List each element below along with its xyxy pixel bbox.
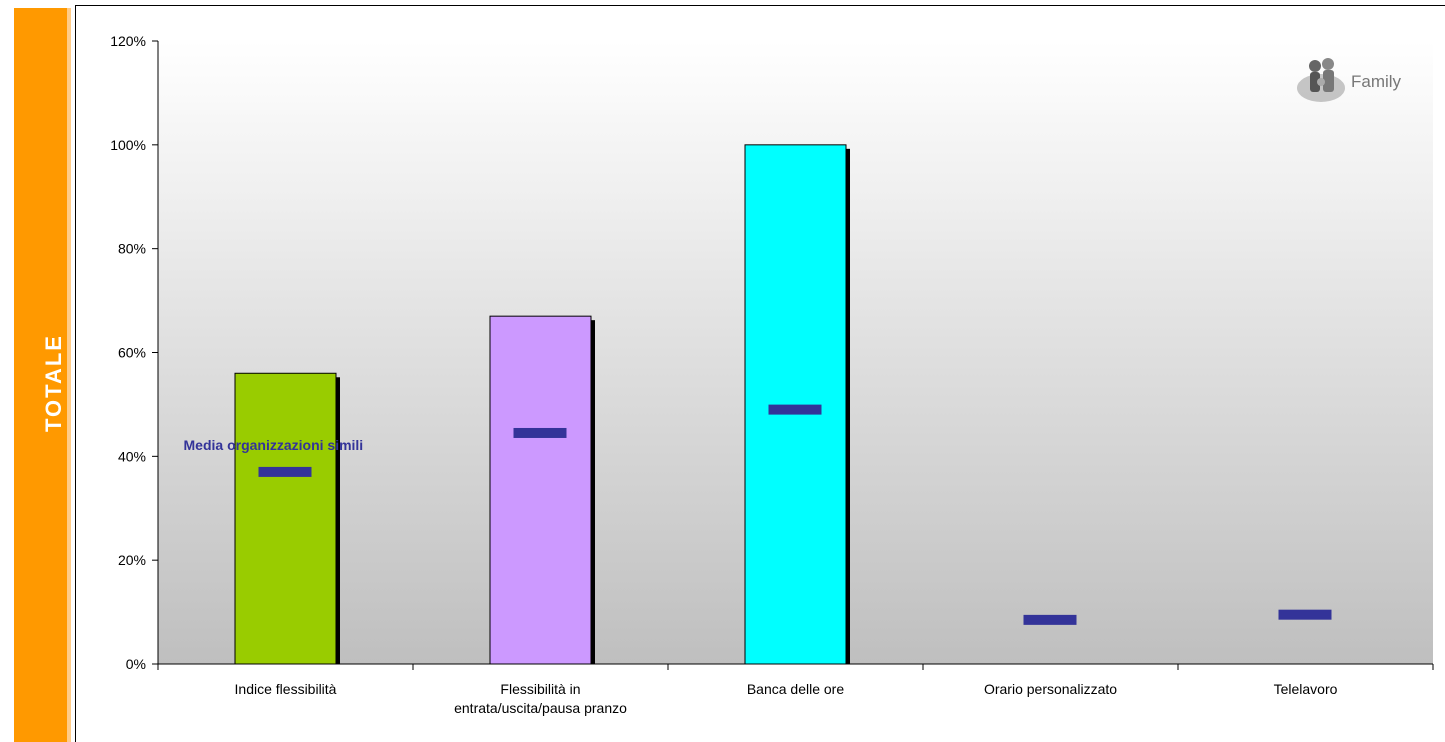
category-label: Banca delle ore <box>747 681 845 697</box>
average-marker <box>513 427 567 438</box>
family-figures-icon <box>1297 58 1345 102</box>
average-marker <box>1278 609 1332 620</box>
y-tick-label: 0% <box>126 656 146 672</box>
y-tick-label: 80% <box>118 241 146 257</box>
bar <box>489 315 592 665</box>
bar <box>234 372 337 665</box>
category-label: Orario personalizzato <box>984 681 1117 697</box>
average-annotation: Media organizzazioni simili <box>184 437 364 453</box>
family-logo: Family <box>1295 52 1425 110</box>
side-band: TOTALE <box>14 8 71 742</box>
category-label: Telelavoro <box>1274 681 1338 697</box>
logo-text: Family <box>1351 72 1402 91</box>
average-marker <box>768 404 822 415</box>
chart-frame <box>75 5 1445 742</box>
average-marker <box>258 466 312 477</box>
y-tick-label: 100% <box>110 137 146 153</box>
category-label: Flessibilità in entrata/uscita/pausa pran… <box>454 681 627 716</box>
category-label: Indice flessibilità <box>235 681 337 697</box>
y-tick-label: 60% <box>118 345 146 361</box>
y-tick-label: 120% <box>110 33 146 49</box>
y-tick-label: 40% <box>118 448 146 464</box>
y-tick-label: 20% <box>118 552 146 568</box>
average-marker <box>1023 614 1077 625</box>
bar <box>744 144 847 665</box>
